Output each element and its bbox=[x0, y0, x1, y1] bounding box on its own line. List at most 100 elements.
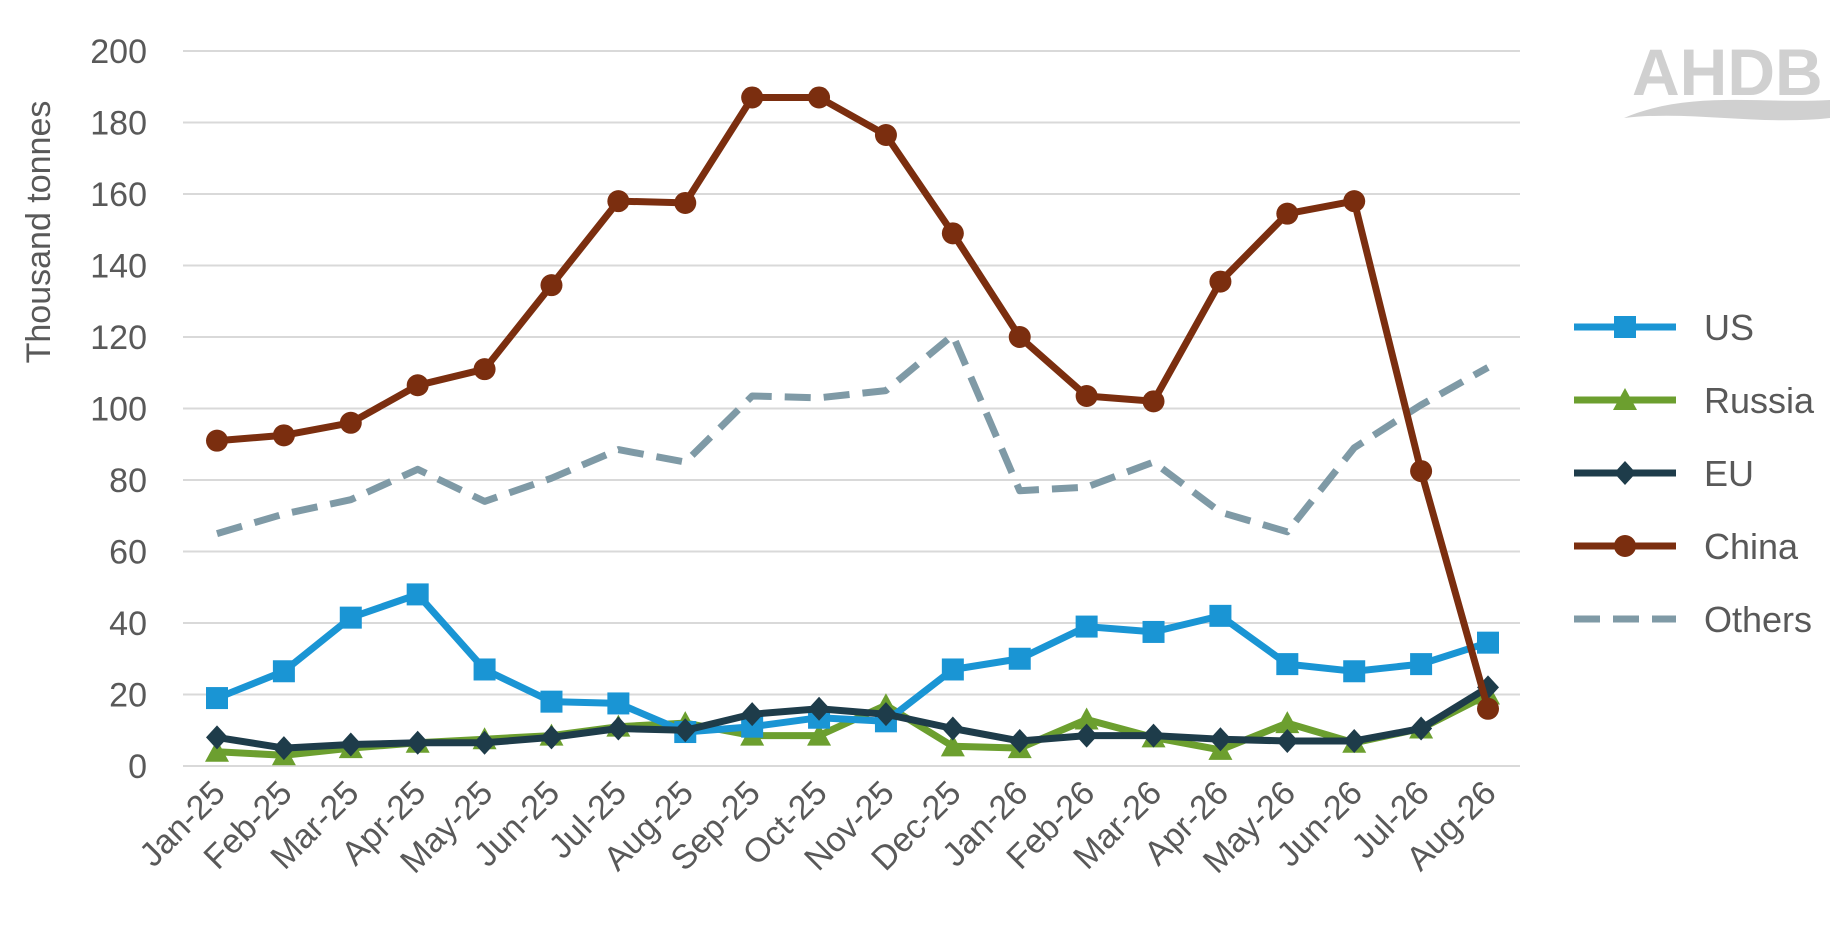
y-tick-label: 200 bbox=[90, 33, 147, 71]
logo-text: AHDB bbox=[1632, 35, 1823, 109]
data-point-eu bbox=[272, 736, 295, 761]
data-point-eu bbox=[1276, 728, 1299, 753]
data-point-china bbox=[206, 429, 228, 452]
data-point-china bbox=[1276, 202, 1299, 225]
legend-item-us: US bbox=[1574, 307, 1754, 348]
x-axis-ticks: Jan-25Feb-25Mar-25Apr-25May-25Jun-25Jul-… bbox=[132, 774, 1503, 881]
data-point-china bbox=[1008, 326, 1031, 348]
y-tick-label: 40 bbox=[109, 605, 147, 643]
data-point-us bbox=[1276, 653, 1299, 676]
data-point-eu bbox=[941, 716, 964, 741]
legend-item-eu: EU bbox=[1574, 453, 1754, 494]
data-point-us bbox=[540, 690, 563, 713]
data-point-russia bbox=[940, 734, 965, 757]
y-axis-ticks: 0 20 40 60 80 100 120 140 160 180 200 bbox=[90, 33, 147, 786]
data-point-eu bbox=[874, 702, 897, 727]
data-point-us bbox=[339, 606, 362, 629]
y-tick-label: 140 bbox=[90, 248, 147, 286]
data-point-china bbox=[406, 374, 429, 397]
y-tick-label: 80 bbox=[109, 462, 147, 500]
data-point-eu bbox=[1142, 723, 1165, 748]
data-point-us bbox=[1343, 660, 1366, 683]
data-point-russia bbox=[1074, 707, 1099, 730]
data-point-china bbox=[808, 86, 831, 109]
data-point-china bbox=[473, 358, 496, 381]
legend-label-others: Others bbox=[1704, 599, 1812, 640]
logo-wave-icon bbox=[1624, 99, 1830, 121]
data-point-us bbox=[741, 715, 764, 738]
y-tick-label: 20 bbox=[109, 677, 147, 715]
data-point-china bbox=[874, 124, 897, 147]
series-china bbox=[206, 86, 1499, 720]
data-point-us bbox=[206, 687, 228, 710]
series-line-others bbox=[216, 331, 1490, 537]
data-point-russia bbox=[205, 739, 229, 762]
data-point-us bbox=[1477, 631, 1499, 654]
data-point-eu bbox=[339, 732, 362, 757]
data-point-eu bbox=[1343, 728, 1366, 753]
data-point-us bbox=[473, 658, 496, 681]
data-point-eu bbox=[473, 730, 496, 755]
y-axis-title: Thousand tonnes bbox=[20, 101, 58, 364]
data-point-us bbox=[1410, 653, 1433, 676]
legend-label-china: China bbox=[1704, 526, 1799, 567]
data-point-russia bbox=[807, 723, 832, 746]
y-tick-label: 100 bbox=[90, 391, 147, 429]
data-point-china bbox=[1075, 384, 1098, 407]
data-point-china bbox=[339, 411, 362, 434]
series-us bbox=[206, 583, 1499, 744]
data-point-china bbox=[1343, 190, 1366, 213]
data-point-eu bbox=[540, 725, 563, 750]
data-point-eu bbox=[1410, 716, 1433, 741]
ahdb-logo: AHDB bbox=[1624, 35, 1830, 121]
data-point-us bbox=[272, 660, 295, 683]
data-point-china bbox=[272, 424, 295, 447]
data-point-eu bbox=[206, 725, 228, 750]
legend-marker-china bbox=[1614, 535, 1636, 557]
data-point-china bbox=[1477, 697, 1499, 720]
data-point-china bbox=[741, 86, 764, 109]
legend-item-others: Others bbox=[1574, 599, 1812, 640]
data-point-eu bbox=[607, 716, 630, 741]
legend-label-eu: EU bbox=[1704, 453, 1754, 494]
series-line-eu bbox=[213, 683, 1492, 752]
legend-marker-us bbox=[1614, 316, 1636, 338]
data-point-eu bbox=[1075, 723, 1098, 748]
data-point-china bbox=[1142, 390, 1165, 413]
data-point-us bbox=[1008, 647, 1031, 670]
data-point-eu bbox=[406, 730, 429, 755]
legend-marker-eu bbox=[1614, 461, 1636, 485]
data-point-eu bbox=[808, 696, 831, 721]
legend-item-china: China bbox=[1574, 526, 1799, 567]
data-point-china bbox=[607, 190, 630, 213]
legend-item-russia: Russia bbox=[1574, 380, 1815, 421]
data-point-us bbox=[1209, 604, 1232, 627]
legend-label-russia: Russia bbox=[1704, 380, 1815, 421]
y-tick-label: 180 bbox=[90, 105, 147, 143]
data-point-us bbox=[1075, 615, 1098, 638]
data-point-china bbox=[540, 274, 563, 297]
data-point-russia bbox=[1275, 711, 1300, 734]
series-line-china bbox=[213, 94, 1492, 713]
y-tick-label: 160 bbox=[90, 176, 147, 214]
data-point-eu bbox=[1209, 727, 1232, 752]
data-point-china bbox=[941, 222, 964, 245]
y-tick-label: 60 bbox=[109, 534, 147, 572]
data-point-us bbox=[607, 692, 630, 715]
data-point-us bbox=[941, 658, 964, 681]
gridlines bbox=[183, 50, 1520, 767]
data-point-us bbox=[406, 583, 429, 606]
legend-marker-russia bbox=[1613, 388, 1637, 410]
data-point-eu bbox=[1008, 728, 1031, 753]
data-point-eu bbox=[674, 718, 697, 743]
y-tick-label: 120 bbox=[90, 319, 147, 357]
plot-series bbox=[205, 86, 1500, 766]
data-point-china bbox=[674, 191, 697, 214]
series-others bbox=[216, 331, 1490, 537]
data-point-china bbox=[1209, 270, 1232, 293]
series-eu bbox=[206, 675, 1499, 761]
series-line-us bbox=[213, 590, 1492, 736]
data-point-us bbox=[1142, 620, 1165, 643]
legend: US Russia EU China Others bbox=[1574, 307, 1815, 640]
